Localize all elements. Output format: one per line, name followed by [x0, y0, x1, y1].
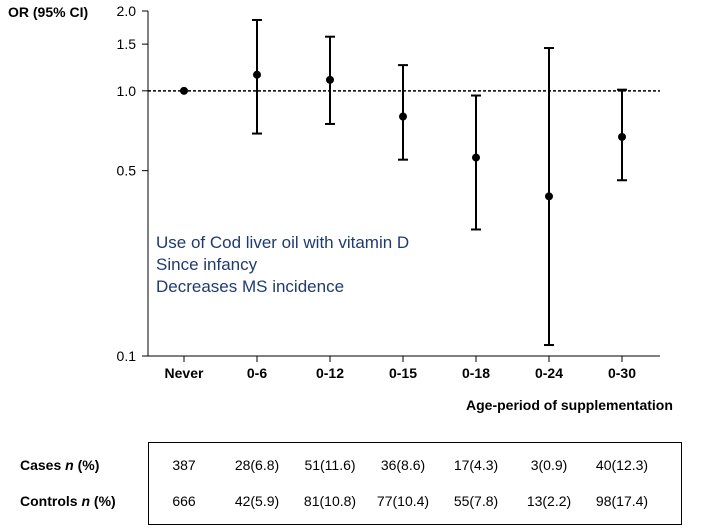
table-cell: 77(10.4)	[376, 493, 430, 509]
y-tick-label: 0.5	[117, 163, 137, 179]
y-axis-label: OR (95% CI)	[8, 4, 89, 20]
annotation-line-1: Use of Cod liver oil with vitamin D	[156, 233, 410, 252]
y-tick-label: 2.0	[117, 3, 137, 19]
table-cell: 40(12.3)	[595, 457, 649, 473]
x-tick-label: 0-18	[462, 365, 490, 381]
table-cell: 17(4.3)	[453, 457, 499, 473]
x-tick-label: 0-15	[389, 365, 417, 381]
table-cell: 98(17.4)	[595, 493, 649, 509]
or-point	[618, 132, 626, 141]
y-tick-label: 1.0	[117, 83, 137, 99]
x-tick-label: Never	[165, 365, 204, 381]
table-cell: 81(10.8)	[303, 493, 357, 509]
x-tick-label: 0-30	[608, 365, 636, 381]
table-cell: 13(2.2)	[526, 493, 572, 509]
table-cell: 51(11.6)	[304, 457, 356, 473]
x-tick-label: 0-24	[535, 365, 563, 381]
table-cell: 28(6.8)	[234, 457, 280, 473]
or-point	[180, 86, 188, 95]
y-tick-label: 1.5	[117, 36, 137, 52]
counts-table	[148, 442, 682, 525]
y-tick-label: 0.1	[117, 348, 137, 364]
forest-plot: 0.1 0.5 1.0 1.5 2.0 Never 0-6 0-12 0-15 0-18 0-24 0…	[117, 3, 660, 381]
x-axis-label: Age-period of supplementation	[466, 397, 673, 413]
table-cell: 666	[172, 493, 196, 509]
table-cell: 36(8.6)	[380, 457, 426, 473]
table-cell: 42(5.9)	[234, 493, 280, 509]
or-point	[399, 112, 407, 121]
table-cell: 3(0.9)	[530, 457, 568, 473]
table-cell: 55(7.8)	[453, 493, 499, 509]
annotation-line-2: Since infancy	[156, 255, 258, 274]
or-point	[326, 75, 334, 84]
annotation-line-3: Decreases MS incidence	[156, 277, 345, 296]
cases-row-label: Cases n (%)	[20, 457, 100, 473]
or-point	[472, 153, 480, 162]
controls-row-label: Controls n (%)	[20, 493, 116, 509]
annotation-text: Use of Cod liver oil with vitamin D Sinc…	[156, 232, 409, 298]
or-point	[253, 70, 261, 79]
x-tick-label: 0-6	[247, 365, 267, 381]
x-tick-label: 0-12	[316, 365, 344, 381]
table-cell: 387	[172, 457, 196, 473]
or-point	[545, 192, 553, 201]
